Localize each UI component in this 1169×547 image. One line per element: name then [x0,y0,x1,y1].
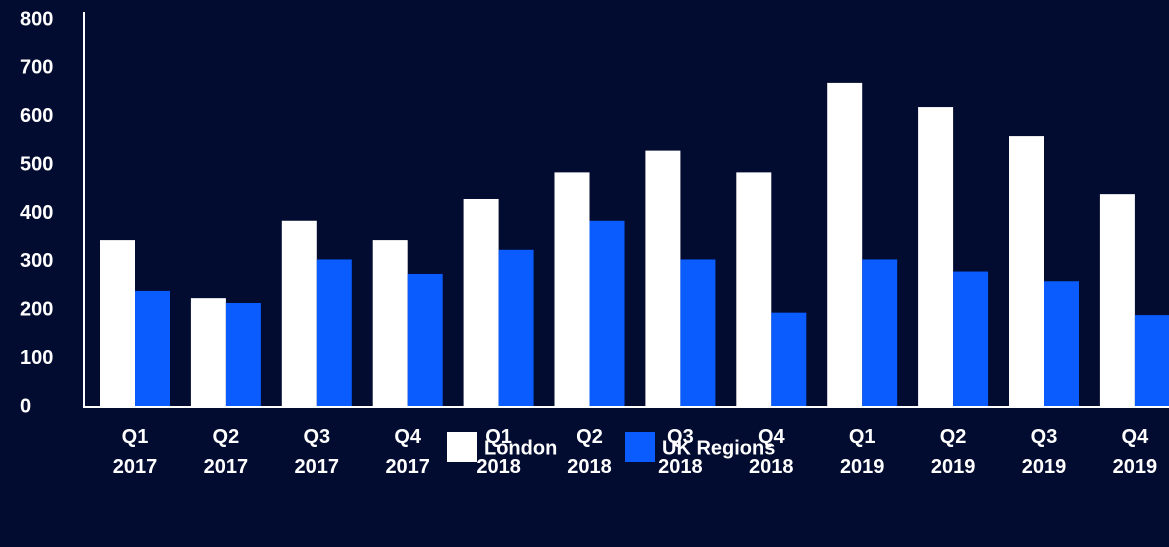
bar [1134,315,1169,407]
y-tick-label: 500 [20,153,53,175]
legend-swatch [447,432,477,462]
x-tick-label: Q2 2017 [203,426,249,478]
bar [225,302,261,407]
bar [190,298,226,407]
y-tick-label: 100 [20,347,53,369]
x-tick-label: Q4 2017 [385,426,430,478]
bar [736,172,772,407]
x-tick-label: Q1 2018 [476,426,521,478]
x-tick-label: Q3 2019 [1021,426,1067,478]
bar [407,273,443,407]
bar [827,82,863,407]
legend-label: London [484,437,557,459]
bar [918,107,954,407]
y-tick-label: 700 [20,57,53,79]
bar [1009,136,1044,407]
legend-label: UK Regions [662,437,775,459]
y-tick-label: 0 [20,395,31,417]
bar [589,220,625,407]
bar [135,290,170,407]
y-tick-label: 400 [20,202,53,224]
y-tick-label: 600 [20,105,53,127]
bar [771,312,807,407]
bar [1099,194,1135,407]
x-tick-label: Q3 2017 [294,426,340,478]
legend-swatch [625,432,655,462]
bar [1044,281,1079,407]
bar [316,259,352,407]
bar [463,198,499,407]
bar [281,220,317,407]
y-tick-label: 200 [20,299,53,321]
bar [372,240,408,407]
bar [100,240,135,407]
x-tick-label: Q1 2017 [112,426,158,478]
bar [554,172,590,407]
x-tick-label: Q1 2019 [839,426,885,478]
x-tick-label: Q4 2018 [749,426,794,478]
y-tick-label: 800 [20,8,53,30]
bar [953,271,989,407]
x-tick-label: Q2 2019 [930,426,976,478]
bar [645,150,681,408]
x-tick-label: Q3 2018 [658,426,703,478]
y-tick-label: 300 [20,250,53,272]
x-tick-label: Q4 2019 [1112,426,1158,478]
bar [498,249,534,407]
x-tick-label: Q2 2018 [567,426,612,478]
bar [680,259,716,407]
bar [862,259,898,407]
